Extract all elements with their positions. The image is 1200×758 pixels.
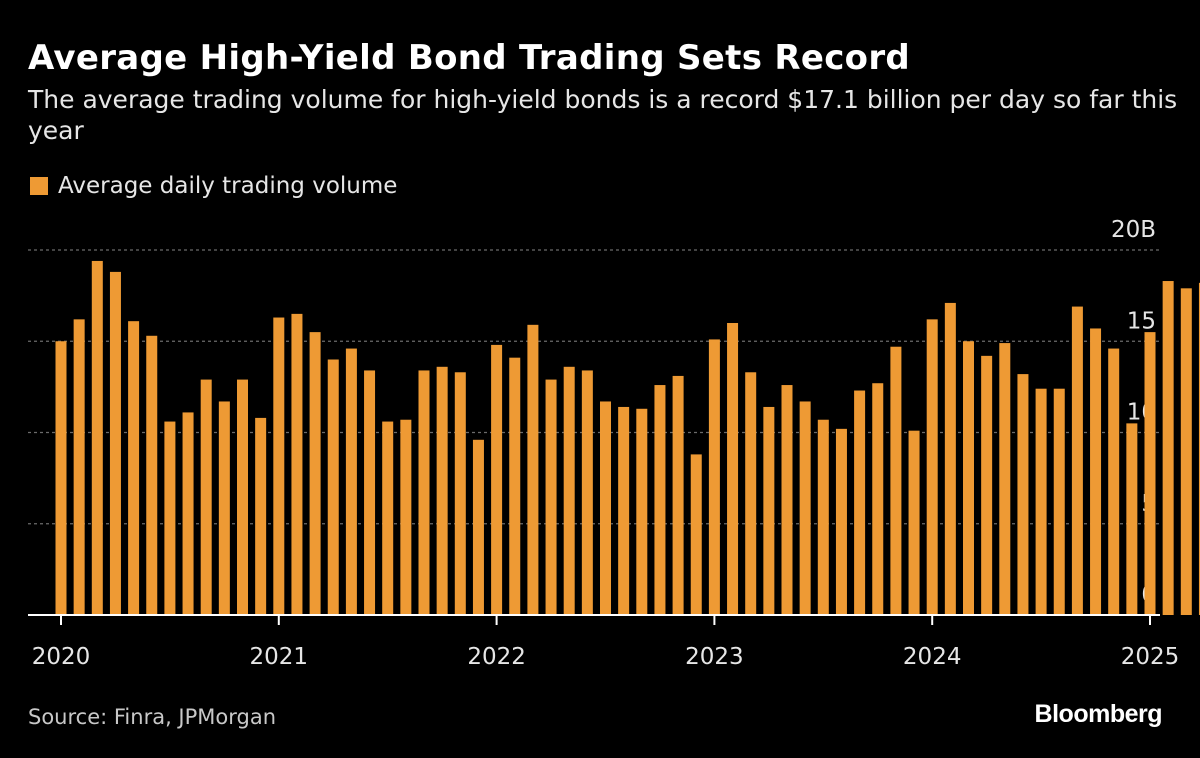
bar	[999, 343, 1011, 615]
bar	[708, 339, 720, 615]
bar	[237, 379, 248, 615]
bar	[1126, 423, 1138, 615]
bar	[563, 366, 575, 615]
bar	[1035, 388, 1047, 615]
bar	[1108, 348, 1120, 615]
bar	[1071, 306, 1083, 615]
x-tick-label: 2025	[1121, 644, 1180, 670]
bar	[382, 421, 394, 615]
bar	[73, 319, 85, 615]
bar	[491, 344, 503, 615]
bar	[981, 355, 993, 615]
bar	[309, 332, 321, 615]
bar	[55, 341, 67, 615]
bar	[672, 375, 684, 615]
bar	[472, 439, 484, 615]
bloomberg-logo: Bloomberg	[1034, 700, 1163, 728]
bar	[527, 324, 539, 615]
bar	[1053, 388, 1065, 615]
source-note: Source: Finra, JPMorgan	[28, 705, 277, 729]
legend-label: Average daily trading volume	[58, 173, 398, 199]
bar	[963, 341, 974, 615]
bar	[690, 454, 702, 615]
y-tick-label: 20B	[1111, 217, 1156, 243]
bar	[1162, 281, 1174, 615]
x-tick-label: 2023	[685, 644, 744, 670]
bar	[200, 379, 212, 615]
bar	[345, 348, 357, 615]
bar	[781, 385, 793, 615]
bar	[364, 370, 376, 615]
bar	[618, 406, 630, 615]
bar	[509, 357, 521, 615]
bar	[1017, 374, 1029, 615]
bar	[600, 401, 611, 615]
chart-legend: Average daily trading volume	[30, 171, 397, 201]
bar	[91, 260, 103, 615]
bar	[890, 346, 902, 615]
bar	[854, 390, 866, 615]
x-tick-label: 2024	[903, 644, 962, 670]
bar	[436, 366, 448, 615]
bar	[273, 317, 285, 615]
bar	[944, 302, 956, 615]
bar	[636, 408, 648, 615]
bar	[255, 417, 267, 615]
bar	[128, 321, 140, 615]
bar	[581, 370, 593, 615]
bar	[418, 370, 430, 615]
bar	[1180, 288, 1192, 615]
bar	[1144, 332, 1156, 615]
bar	[1198, 282, 1200, 615]
chart-subtitle: The average trading volume for high-yiel…	[28, 85, 1178, 145]
bar	[327, 359, 339, 615]
bar	[654, 385, 666, 615]
x-tick-label: 2021	[250, 644, 309, 670]
bar	[291, 313, 303, 615]
bar	[146, 335, 158, 615]
bar	[872, 383, 884, 615]
x-tick-label: 2020	[32, 644, 91, 670]
bar	[817, 419, 829, 615]
legend-swatch	[30, 177, 48, 195]
bar	[454, 372, 466, 615]
bar	[400, 419, 412, 615]
bar	[164, 421, 176, 615]
bar	[908, 430, 920, 615]
bar	[799, 401, 811, 615]
chart-title: Average High-Yield Bond Trading Sets Rec…	[28, 38, 911, 78]
bar	[545, 379, 557, 615]
bar	[727, 323, 739, 615]
y-tick-label: 15	[1127, 308, 1156, 334]
bar	[218, 401, 230, 615]
bar	[763, 406, 775, 615]
bar	[182, 412, 194, 615]
bar	[926, 319, 938, 615]
bar	[109, 271, 121, 615]
x-tick-label: 2022	[467, 644, 526, 670]
bar	[835, 428, 847, 615]
bar	[1090, 328, 1102, 615]
bar	[745, 372, 757, 615]
